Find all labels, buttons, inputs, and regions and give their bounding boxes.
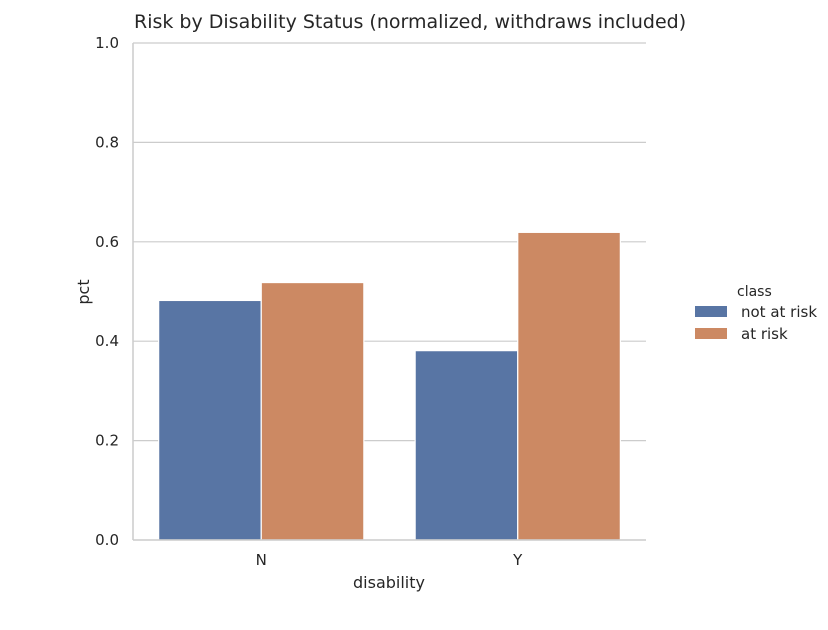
bar-not-at-risk-Y (414, 350, 519, 541)
x-tick-label: N (256, 551, 267, 569)
y-tick-label: 0.6 (95, 233, 119, 251)
x-tick-label: Y (512, 551, 523, 569)
legend-label: not at risk (741, 303, 817, 321)
legend-label: at risk (741, 325, 788, 343)
legend-swatch (695, 328, 727, 339)
chart-title: Risk by Disability Status (normalized, w… (134, 11, 686, 33)
y-tick-label: 0.0 (95, 531, 119, 549)
y-tick-label: 0.8 (95, 133, 119, 151)
y-tick-label: 0.4 (95, 332, 119, 350)
y-tick-label: 1.0 (95, 34, 119, 52)
legend: class not at risk at risk (695, 284, 817, 343)
bars (158, 231, 621, 541)
y-axis-label: pct (74, 279, 93, 304)
y-tick-labels: 0.0 0.2 0.4 0.6 0.8 1.0 (95, 34, 119, 549)
bar-at-risk-Y (517, 231, 621, 541)
legend-title: class (737, 284, 772, 300)
x-axis-label: disability (353, 573, 425, 592)
y-tick-label: 0.2 (95, 432, 119, 450)
bar-at-risk-N (260, 281, 365, 541)
legend-swatch (695, 306, 727, 317)
bar-not-at-risk-N (158, 299, 262, 541)
